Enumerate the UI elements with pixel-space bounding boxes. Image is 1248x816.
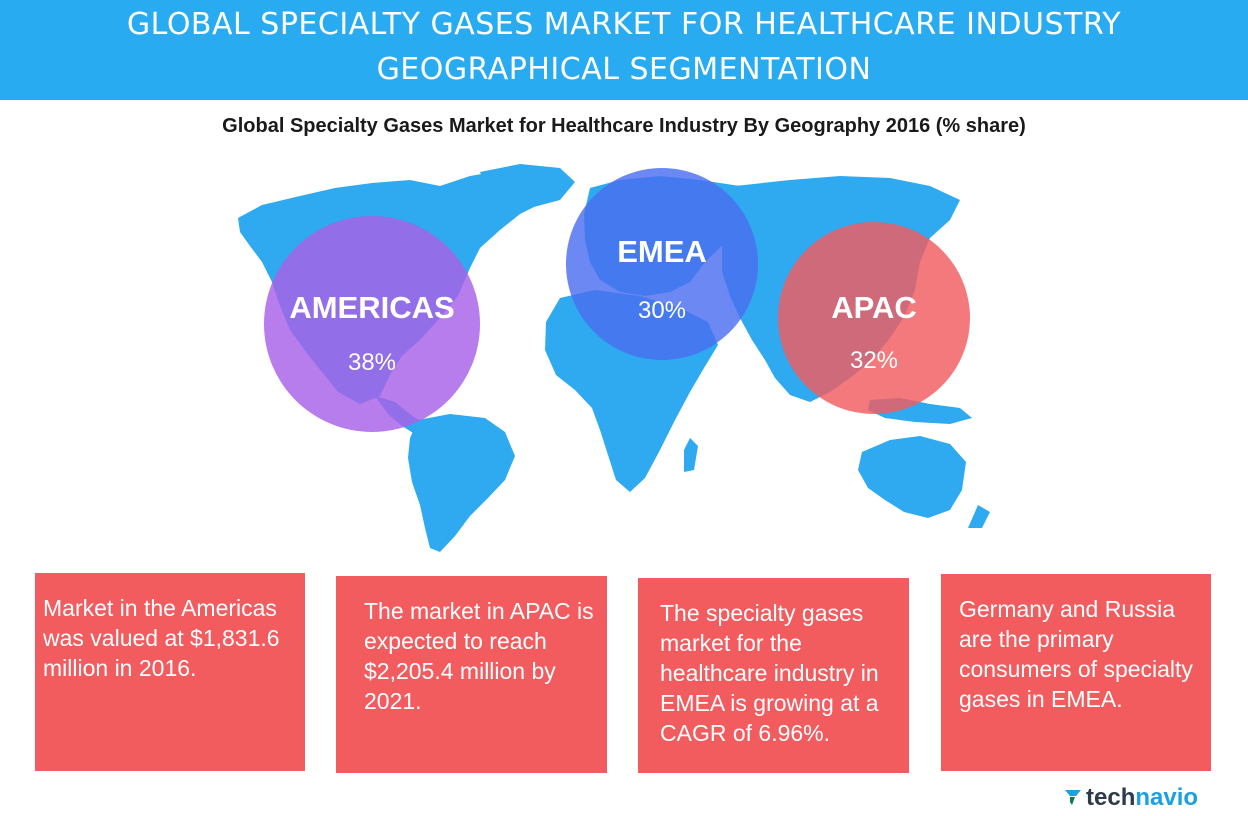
fact-box-emea-consumers: Germany and Russia are the primary consu… (941, 574, 1211, 771)
share-bubbles: AMERICAS 38% EMEA 30% APAC 32% (264, 168, 970, 432)
south-america-shape (408, 414, 515, 552)
technavio-logo: technavio (1064, 784, 1224, 812)
bubble-value-emea: 30% (638, 297, 686, 324)
fact-text-emea-consumers: Germany and Russia are the primary consu… (959, 596, 1193, 712)
bubble-label-americas: AMERICAS (289, 290, 454, 325)
madagascar-shape (684, 438, 698, 472)
fact-text-apac: The market in APAC is expected to reach … (364, 598, 594, 714)
bubble-emea (566, 168, 758, 360)
page-title-line2: GEOGRAPHICAL SEGMENTATION (376, 52, 872, 87)
fact-text-americas: Market in the Americas was valued at $1,… (43, 595, 280, 681)
bubble-label-emea: EMEA (617, 234, 707, 269)
page-title-line1: GLOBAL SPECIALTY GASES MARKET FOR HEALTH… (126, 7, 1122, 42)
bubble-label-apac: APAC (831, 290, 917, 325)
fact-box-apac: The market in APAC is expected to reach … (336, 576, 607, 773)
fact-text-emea-cagr: The specialty gases market for the healt… (660, 600, 879, 746)
bubble-value-americas: 38% (348, 349, 396, 376)
fact-box-americas: Market in the Americas was valued at $1,… (35, 573, 305, 771)
greenland-shape (480, 164, 575, 208)
bubble-value-apac: 32% (850, 347, 898, 374)
bubble-apac (778, 222, 970, 414)
australia-shape (858, 436, 966, 518)
logo-part1: tech (1086, 784, 1136, 811)
technavio-wordmark: technavio (1086, 784, 1198, 812)
header-banner: GLOBAL SPECIALTY GASES MARKET FOR HEALTH… (0, 0, 1248, 100)
fact-box-emea-cagr: The specialty gases market for the healt… (638, 578, 909, 773)
new-zealand-shape (968, 505, 990, 528)
bubble-americas (264, 216, 480, 432)
logo-part2: navio (1135, 784, 1199, 811)
technavio-mark-icon (1065, 790, 1081, 805)
chart-title: Global Specialty Gases Market for Health… (222, 115, 1026, 137)
